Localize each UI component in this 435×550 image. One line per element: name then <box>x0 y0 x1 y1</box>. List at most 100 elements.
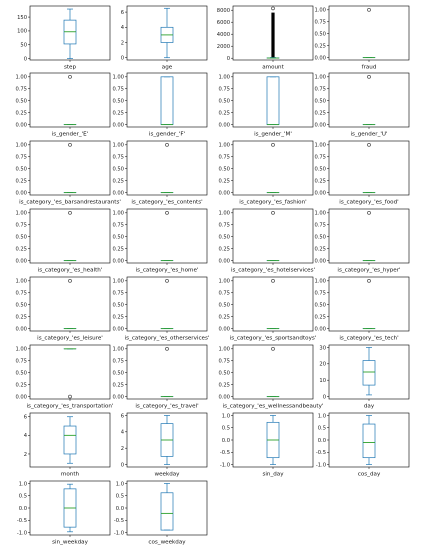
outlier-point <box>367 75 371 79</box>
y-tick-label: 0.25 <box>112 314 124 320</box>
y-tick-label: 0.00 <box>112 258 124 264</box>
x-axis-label: is_gender_'F' <box>149 132 185 138</box>
iqr-box <box>160 76 174 125</box>
y-tick-label: 0.5 <box>222 426 230 432</box>
y-tick-label: 0.25 <box>112 246 124 252</box>
y-tick-label: 0.00 <box>218 326 230 332</box>
y-tick-label: -0.5 <box>17 518 27 524</box>
y-tick-label: 0.50 <box>314 99 326 105</box>
outlier-point <box>68 75 72 79</box>
y-tick-label: 0.50 <box>112 99 124 105</box>
outlier-point <box>271 143 275 147</box>
y-tick-label: 1.00 <box>314 143 326 149</box>
panel-is-gender-u: 0.00 0.25 0.50 0.75 1.00 is_gender_'U' <box>314 72 410 138</box>
axes-frame <box>328 140 410 196</box>
panel-sin-weekday: -1.0 -0.5 0.0 0.5 1.0 sin_weekday <box>17 480 111 546</box>
axes-frame <box>126 344 208 400</box>
x-axis-label: fraud <box>362 65 377 71</box>
y-tick-label: 1.00 <box>218 75 230 81</box>
outlier-point <box>68 279 72 283</box>
panel-is-category-es-hotelservices: 0.00 0.25 0.50 0.75 1.00 is_category_'es_hote… <box>218 208 315 274</box>
y-tick-label: 0.25 <box>314 43 326 49</box>
y-tick-label: 0.00 <box>314 55 326 61</box>
y-tick-label: 1.00 <box>314 8 326 14</box>
y-tick-label: 0.50 <box>314 167 326 173</box>
axes-frame <box>232 72 314 128</box>
y-tick-label: 0.25 <box>15 382 27 388</box>
y-tick-label: 4 <box>24 433 28 439</box>
x-axis-label: is_gender_'U' <box>350 132 387 138</box>
y-tick-label: 1.00 <box>218 347 230 353</box>
iqr-box <box>160 492 174 531</box>
outlier-point <box>367 143 371 147</box>
x-axis-label: is_gender_'E' <box>52 132 89 138</box>
y-tick-label: 1.00 <box>218 143 230 149</box>
y-tick-label: 0.75 <box>15 291 27 297</box>
x-axis-label: is_category_'es_sportsandtoys' <box>230 336 317 342</box>
outlier-point <box>271 347 275 351</box>
y-tick-label: 0.25 <box>112 382 124 388</box>
outlier-point <box>367 211 371 215</box>
y-tick-label: 10 <box>319 378 326 384</box>
y-tick-label: 30 <box>319 345 326 351</box>
y-tick-label: 0.00 <box>314 258 326 264</box>
panel-month: 2 4 6 month <box>24 412 111 478</box>
y-tick-label: 0.75 <box>314 20 326 26</box>
panel-is-category-es-otherservices: 0.00 0.25 0.50 0.75 1.00 is_category_'es_othe… <box>112 276 209 342</box>
y-tick-label: 0.00 <box>15 326 27 332</box>
y-tick-label: 0 <box>227 56 230 62</box>
y-tick-label: 1.00 <box>15 279 27 285</box>
panel-is-category-es-transportation: 0.00 0.25 0.50 0.75 1.00 is_category_'es_tran… <box>15 344 114 410</box>
y-tick-label: 0.00 <box>218 190 230 196</box>
y-tick-label: 0.75 <box>218 291 230 297</box>
y-tick-label: 0.00 <box>15 394 27 400</box>
axes-frame <box>328 72 410 128</box>
y-tick-label: 0.00 <box>112 190 124 196</box>
y-tick-label: 0.0 <box>19 506 27 512</box>
y-tick-label: -0.5 <box>316 450 326 456</box>
y-tick-label: 0 <box>121 56 124 62</box>
y-tick-label: -0.5 <box>114 518 124 524</box>
y-tick-label: 1.00 <box>314 279 326 285</box>
y-tick-label: 0.25 <box>218 178 230 184</box>
outlier-point <box>271 6 275 11</box>
y-tick-label: 0.25 <box>15 246 27 252</box>
panel-is-gender-e: 0.00 0.25 0.50 0.75 1.00 is_gender_'E' <box>15 72 111 138</box>
y-tick-label: 0.25 <box>15 178 27 184</box>
y-tick-label: 0.25 <box>112 178 124 184</box>
panel-fraud: 0.00 0.25 0.50 0.75 1.00 fraud <box>314 5 410 71</box>
y-tick-label: 0.50 <box>112 303 124 309</box>
y-tick-label: 2 <box>24 452 27 458</box>
axes-frame <box>328 208 410 264</box>
y-tick-label: 0.75 <box>314 87 326 93</box>
panel-is-category-es-barsandrestaurants: 0.00 0.25 0.50 0.75 1.00 is_category_'es_bars… <box>15 140 121 206</box>
y-tick-label: 0.00 <box>15 190 27 196</box>
y-tick-label: 0.25 <box>218 382 230 388</box>
y-tick-label: 0.00 <box>314 190 326 196</box>
y-tick-label: 0.75 <box>218 359 230 365</box>
y-tick-label: 0.25 <box>15 314 27 320</box>
y-tick-label: 0.00 <box>112 394 124 400</box>
y-tick-label: 20 <box>319 362 326 368</box>
axes-frame <box>232 276 314 332</box>
outlier-point <box>165 279 169 283</box>
axes-frame <box>126 140 208 196</box>
x-axis-label: amount <box>262 65 284 71</box>
y-tick-label: 0.75 <box>314 155 326 161</box>
iqr-box <box>362 360 376 386</box>
y-tick-label: 1.00 <box>112 211 124 217</box>
panel-is-category-es-contents: 0.00 0.25 0.50 0.75 1.00 is_category_'es_cont… <box>112 140 208 206</box>
y-tick-label: 0.75 <box>112 359 124 365</box>
panel-is-category-es-wellnessandbeauty: 0.00 0.25 0.50 0.75 1.00 is_category_'es_well… <box>218 344 323 410</box>
y-tick-label: 0 <box>323 394 326 400</box>
x-axis-label: is_gender_'M' <box>254 132 292 138</box>
y-tick-label: 0.0 <box>222 438 230 444</box>
panel-is-category-es-tech: 0.00 0.25 0.50 0.75 1.00 is_category_'es_tech… <box>314 276 410 342</box>
y-tick-label: 0.00 <box>112 122 124 128</box>
y-tick-label: -1.0 <box>316 462 326 468</box>
y-tick-label: 1.00 <box>218 211 230 217</box>
y-tick-label: 1.00 <box>15 347 27 353</box>
y-tick-label: 0.50 <box>112 167 124 173</box>
y-tick-label: 0 <box>121 462 124 468</box>
y-tick-label: 0.00 <box>15 258 27 264</box>
